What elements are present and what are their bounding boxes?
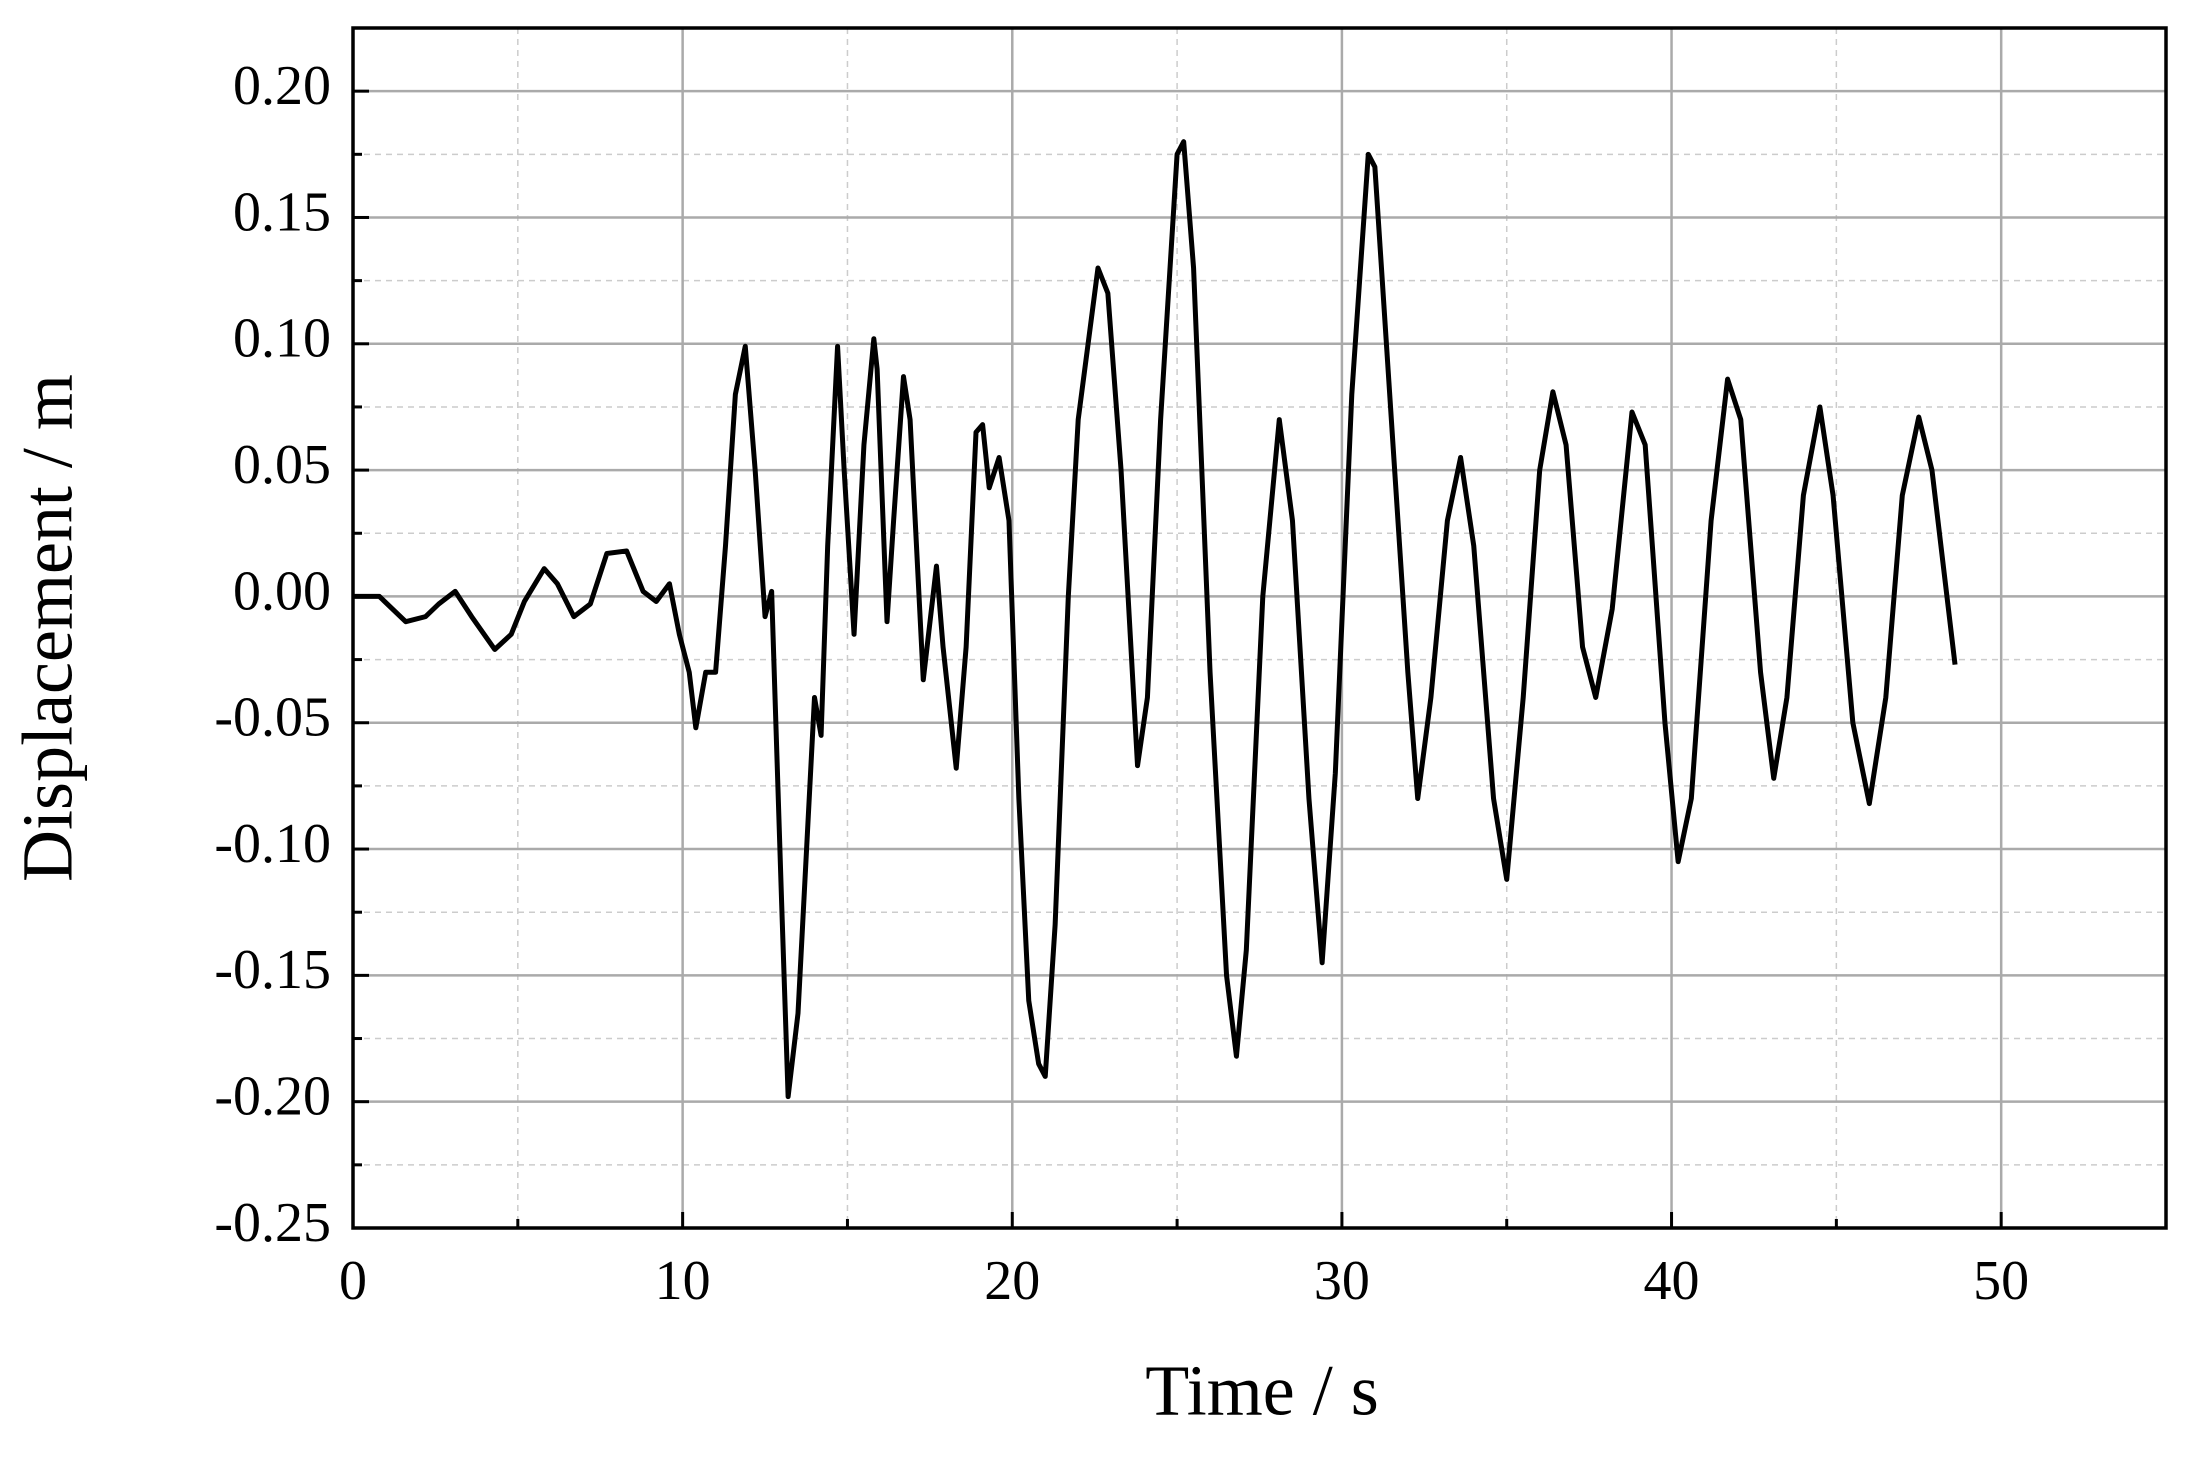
y-tick-label: -0.15 [214,939,331,1001]
x-tick-label: 40 [1644,1250,1700,1312]
x-tick-label: 30 [1314,1250,1370,1312]
data-line [353,139,1958,1100]
x-axis-label: Time / s [1145,1351,1378,1431]
y-tick-label: 0.20 [233,55,331,117]
y-tick-label: -0.25 [214,1192,331,1254]
plot-frame [351,26,2168,1230]
y-tick-label: -0.20 [214,1066,331,1128]
x-tick-label: 20 [984,1250,1040,1312]
y-tick-label: -0.10 [214,813,331,875]
x-tick-label: 50 [1973,1250,2029,1312]
y-tick-label: 0.15 [233,181,331,243]
y-tick-label: 0.10 [233,308,331,370]
y-tick-label: 0.00 [233,560,331,622]
y-tick-label: 0.05 [233,434,331,496]
x-tick-label: 0 [339,1250,367,1312]
y-axis-label: Displacement / m [8,374,88,882]
y-tick-label: -0.05 [214,687,331,749]
x-tick-label: 10 [655,1250,711,1312]
